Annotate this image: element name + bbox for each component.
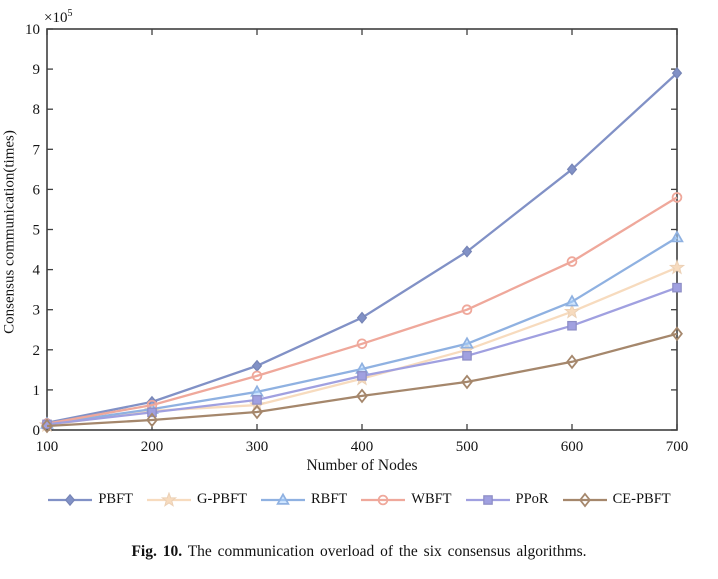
y-tick-label: 2: [33, 343, 41, 359]
diamond-marker-icon: [48, 493, 93, 506]
legend-label: PBFT: [98, 491, 134, 507]
legend-label: RBFT: [311, 491, 348, 507]
legend-item-ce-pbft[interactable]: CE-PBFT: [562, 491, 671, 508]
x-tick-label: 300: [246, 439, 269, 455]
y-tick-label: 8: [33, 102, 41, 118]
y-tick-label: 6: [33, 182, 41, 198]
figure-caption: Fig. 10. The communication overload of t…: [0, 543, 718, 561]
triangle-marker-icon: [261, 492, 305, 505]
x-tick-label: 600: [561, 439, 584, 455]
y-tick-label: 9: [33, 62, 41, 78]
y-axis-title: Consensus communication(times): [1, 130, 18, 334]
x-tick-label: 200: [141, 439, 164, 455]
legend-label: WBFT: [411, 491, 452, 507]
legend-label: G-PBFT: [197, 491, 247, 507]
star-marker-icon: [147, 491, 192, 507]
open-diamond-marker-icon: [562, 492, 607, 507]
legend-item-wbft[interactable]: WBFT: [360, 491, 452, 508]
chart-canvas: 100 200 300 400 500 600 700 0 1 2 3 4 5 6 7 8 9 10: [25, 22, 689, 455]
series-WBFT: [41, 192, 683, 429]
chart-legend: PBFT G-PBFT RBFT WBFT PPoR CE-PBFT: [0, 491, 718, 508]
circle-marker-icon: [361, 494, 406, 505]
legend-label: CE-PBFT: [612, 491, 671, 507]
legend-item-rbft[interactable]: RBFT: [260, 491, 347, 508]
legend-item-ppor[interactable]: PPoR: [465, 491, 549, 508]
x-tick-label: 400: [351, 439, 374, 455]
y-tick-label: 3: [33, 303, 41, 319]
legend-item-g-pbft[interactable]: G-PBFT: [146, 491, 247, 508]
y-tick-label: 1: [33, 383, 41, 399]
x-tick-label: 700: [666, 439, 689, 455]
x-tick-label: 500: [456, 439, 479, 455]
y-tick-label: 10: [25, 22, 40, 38]
series-PPoR: [42, 282, 682, 430]
y-tick-label: 7: [33, 142, 41, 158]
y-tick-label: 4: [33, 263, 41, 279]
y-tick-label: 0: [33, 423, 41, 439]
legend-item-pbft[interactable]: PBFT: [47, 491, 133, 508]
x-tick-label: 100: [36, 439, 59, 455]
y-tick-label: 5: [33, 223, 41, 239]
caption-figure-number: Fig. 10.: [131, 543, 183, 560]
square-marker-icon: [465, 494, 510, 505]
series-CE-PBFT: [41, 326, 683, 434]
caption-text: The communication overload of the six co…: [182, 543, 587, 560]
series-RBFT: [40, 230, 684, 429]
legend-label: PPoR: [515, 491, 549, 507]
y-axis-exponent-label: ×105: [44, 8, 73, 26]
x-axis-title: Number of Nodes: [306, 457, 418, 474]
